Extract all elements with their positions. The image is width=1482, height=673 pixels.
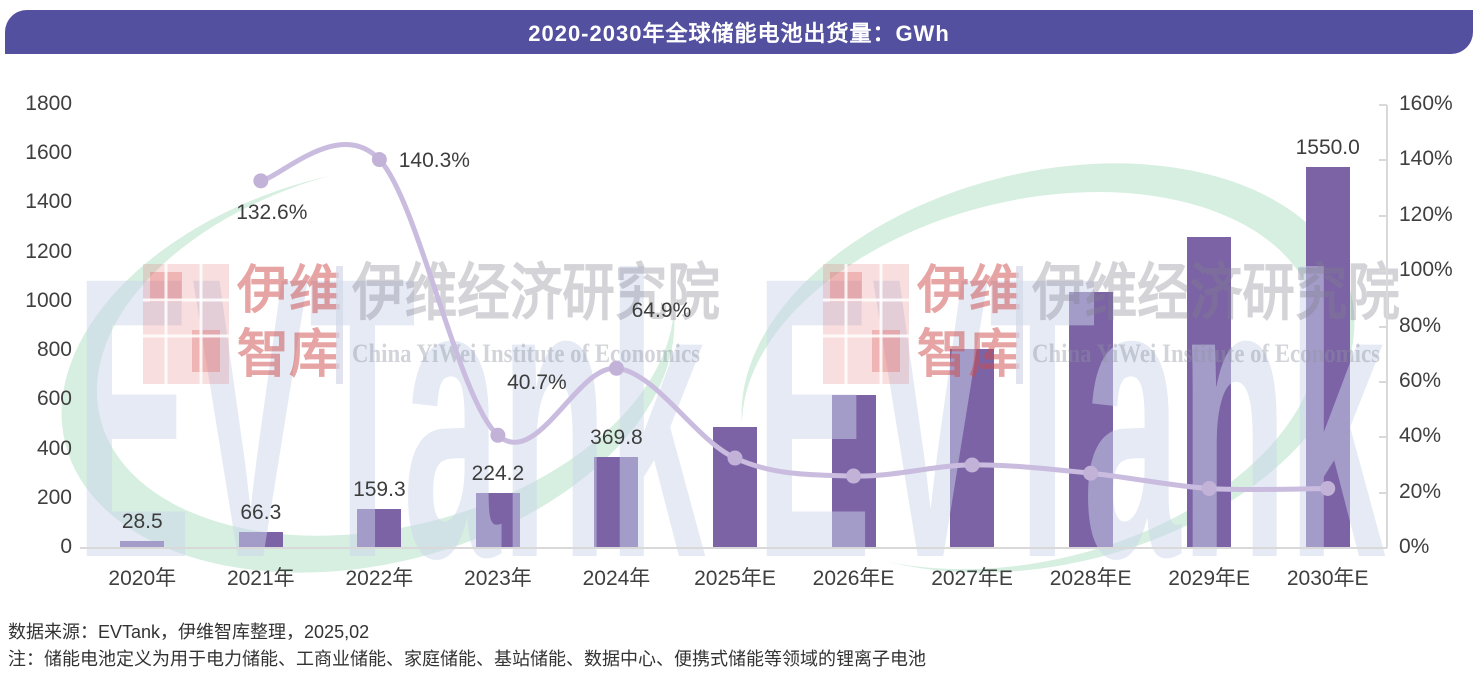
- right-axis-tickmark: [1379, 214, 1387, 217]
- footer-note: 注：储能电池定义为用于电力储能、工商业储能、家庭储能、基站储能、数据中心、便携式…: [8, 649, 926, 669]
- left-axis-tick-1000: 1000: [25, 288, 72, 312]
- institute-en-name: China YiWei Institute of Economics: [352, 339, 700, 368]
- right-axis-tick-120%: 120%: [1399, 202, 1453, 226]
- growth-rate-marker: [1320, 480, 1336, 496]
- x-axis-label-2030年E: 2030年E: [1286, 567, 1369, 590]
- seal-name-line2: 智库: [917, 326, 1021, 384]
- institute-en-name: China YiWei Institute of Economics: [1032, 339, 1380, 368]
- growth-rate-marker: [1201, 480, 1217, 496]
- left-axis-tick-400: 400: [36, 436, 72, 460]
- bar-2020年: [120, 540, 165, 548]
- right-axis-tick-60%: 60%: [1399, 368, 1442, 392]
- x-axis-label-2025年E: 2025年E: [694, 567, 776, 590]
- left-axis-tick-600: 600: [36, 387, 72, 411]
- growth-label-64.9%: 64.9%: [631, 299, 692, 323]
- right-axis-tickmark: [1379, 436, 1387, 439]
- growth-rate-marker: [1083, 465, 1099, 481]
- evtank-logo-text: EVTank: [75, 194, 706, 641]
- growth-rate-marker: [490, 427, 506, 443]
- bar-value-label-66.3: 66.3: [240, 500, 282, 524]
- right-axis-tick-140%: 140%: [1399, 147, 1453, 171]
- growth-rate-marker: [846, 468, 862, 484]
- institute-cn-name: 伊维经济研究院: [1031, 259, 1400, 328]
- bar-2022年: [357, 508, 402, 548]
- x-axis-label-2029年E: 2029年E: [1168, 567, 1251, 590]
- bar-2021年: [238, 531, 283, 548]
- left-axis-tick-200: 200: [36, 485, 72, 509]
- left-axis-tick-800: 800: [36, 338, 72, 362]
- growth-label-140.3%: 140.3%: [398, 148, 470, 172]
- growth-rate-line: [258, 142, 1331, 493]
- left-axis-tick-1200: 1200: [25, 239, 72, 263]
- bar-2024年: [594, 456, 639, 548]
- right-axis-tickmark: [1379, 491, 1387, 494]
- seal-name-line1: 伊维: [916, 262, 1021, 320]
- x-axis-label-2023年: 2023年: [464, 567, 532, 590]
- growth-rate-marker: [608, 360, 624, 376]
- right-axis-tick-20%: 20%: [1399, 479, 1442, 503]
- x-axis-baseline: [80, 547, 1387, 549]
- bar-value-label-159.3: 159.3: [353, 477, 406, 501]
- evtank-logo-text: EVTank: [755, 194, 1386, 641]
- x-axis-label-2028年E: 2028年E: [1049, 567, 1132, 590]
- growth-rate-marker: [964, 457, 980, 473]
- watermark-divider: [1016, 266, 1023, 384]
- red-seal: [823, 264, 909, 384]
- bar-2027年E: [950, 348, 995, 548]
- title-banner: 2020-2030年全球储能电池出货量：GWh: [5, 10, 1473, 54]
- growth-rate-marker: [371, 152, 387, 168]
- right-axis-tick-160%: 160%: [1399, 92, 1453, 115]
- growth-label-132.6%: 132.6%: [236, 200, 308, 224]
- x-axis-label-2022年: 2022年: [345, 567, 414, 590]
- left-axis-tick-1800: 1800: [25, 92, 72, 115]
- x-axis-label-2020年: 2020年: [108, 567, 177, 590]
- left-axis-tick-1400: 1400: [25, 190, 72, 214]
- x-axis-label-2021年: 2021年: [226, 567, 295, 590]
- right-axis-tickmark: [1379, 104, 1387, 106]
- x-axis-label-2027年E: 2027年E: [931, 567, 1013, 590]
- bar-value-label-1550.0: 1550.0: [1295, 135, 1360, 159]
- bar-2023年: [475, 492, 520, 548]
- right-axis-tickmark: [1379, 270, 1387, 273]
- right-axis-tickmark: [1379, 325, 1387, 328]
- right-axis-tick-0%: 0%: [1399, 535, 1430, 558]
- growth-rate-marker: [253, 173, 269, 189]
- x-axis-label-2026年E: 2026年E: [812, 567, 895, 590]
- right-axis-tick-80%: 80%: [1399, 313, 1442, 337]
- bar-value-label-224.2: 224.2: [471, 461, 525, 485]
- right-axis-tick-40%: 40%: [1399, 424, 1442, 448]
- bar-value-label-28.5: 28.5: [121, 509, 163, 533]
- growth-rate-marker: [727, 450, 743, 466]
- right-axis-tick-100%: 100%: [1399, 258, 1453, 282]
- right-axis-tickmark: [1379, 380, 1387, 383]
- growth-label-40.7%: 40.7%: [507, 371, 567, 395]
- red-seal: [143, 264, 229, 384]
- bar-2028年E: [1068, 292, 1113, 548]
- right-axis-line: [1386, 105, 1388, 548]
- bar-value-label-369.8: 369.8: [590, 425, 643, 449]
- left-axis-tick-0: 0: [60, 535, 72, 558]
- footer-source: 数据来源：EVTank，伊维智库整理，2025,02: [8, 622, 370, 642]
- institute-cn-name: 伊维经济研究院: [351, 259, 720, 328]
- seal-name-line2: 智库: [237, 326, 341, 384]
- right-axis-tickmark: [1379, 159, 1387, 162]
- left-axis-tick-1600: 1600: [25, 141, 72, 165]
- green-arc-0: [61, 158, 675, 573]
- watermark-divider: [336, 266, 343, 384]
- x-axis-label-2024年: 2024年: [582, 567, 651, 590]
- bar-2029年E: [1187, 236, 1232, 548]
- seal-name-line1: 伊维: [236, 262, 341, 320]
- chart-title: 2020-2030年全球储能电池出货量：GWh: [528, 21, 950, 46]
